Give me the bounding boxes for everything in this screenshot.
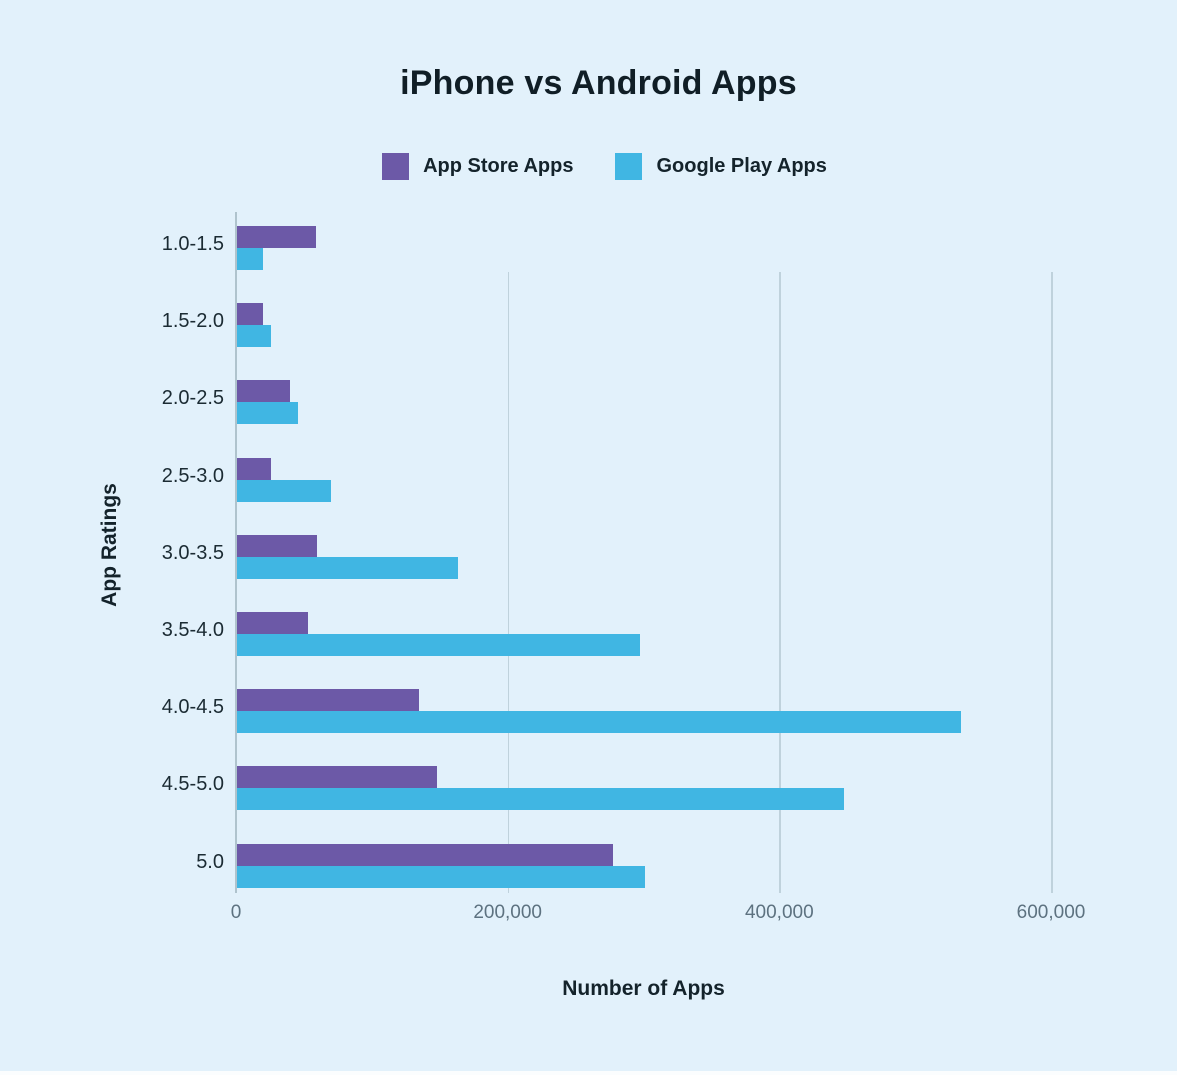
x-tick-label-600,000: 600,000 <box>1016 902 1086 923</box>
y-tick-label-4.0-4.5: 4.0-4.5 <box>161 696 224 719</box>
y-tick-label-5.0: 5.0 <box>196 850 224 873</box>
gridline-600,000 <box>1051 272 1053 893</box>
bar-app-store-3.5-4.0 <box>237 612 308 634</box>
bar-app-store-2.0-2.5 <box>237 380 290 403</box>
bar-app-store-4.5-5.0 <box>237 766 437 789</box>
x-axis-title: Number of Apps <box>562 977 725 1000</box>
legend: App Store Apps Google Play Apps <box>0 153 1177 180</box>
y-tick-label-3.0-3.5: 3.0-3.5 <box>161 541 224 564</box>
legend-item-app-store: App Store Apps <box>382 153 573 180</box>
legend-item-google-play: Google Play Apps <box>615 153 827 180</box>
gridline-200,000 <box>507 272 510 893</box>
y-tick-label-1.5-2.0: 1.5-2.0 <box>161 310 224 333</box>
bar-google-play-3.0-3.5 <box>237 556 459 579</box>
y-tick-label-3.5-4.0: 3.5-4.0 <box>161 619 224 641</box>
bar-google-play-4.5-5.0 <box>237 788 845 811</box>
bar-google-play-3.5-4.0 <box>237 634 641 656</box>
legend-label-google-play: Google Play Apps <box>656 155 827 177</box>
app-store-swatch-icon <box>382 153 410 180</box>
bar-app-store-1.0-1.5 <box>237 226 316 248</box>
bar-google-play-1.5-2.0 <box>237 325 271 348</box>
bar-google-play-5.0 <box>237 865 645 888</box>
bar-google-play-4.0-4.5 <box>237 711 961 734</box>
y-tick-label-1.0-1.5: 1.0-1.5 <box>161 233 224 255</box>
gridline-400,000 <box>779 272 781 893</box>
chart-title: iPhone vs Android Apps <box>400 64 797 102</box>
bottom-edge-strip <box>0 1071 1177 1075</box>
y-axis-line <box>235 212 237 893</box>
bar-google-play-2.5-3.0 <box>237 479 331 502</box>
plot-area <box>235 212 1102 893</box>
x-tick-label-400,000: 400,000 <box>744 902 814 923</box>
x-tick-labels: 0 200,000 400,000 600,000 <box>231 902 1102 930</box>
bar-app-store-4.0-4.5 <box>237 689 420 712</box>
legend-label-app-store: App Store Apps <box>423 155 574 177</box>
bar-google-play-2.0-2.5 <box>237 402 299 425</box>
y-tick-label-2.5-3.0: 2.5-3.0 <box>161 464 224 487</box>
x-tick-label-200,000: 200,000 <box>473 902 542 923</box>
bar-app-store-3.0-3.5 <box>237 534 318 557</box>
y-tick-labels: 1.0-1.5 1.5-2.0 2.0-2.5 2.5-3.0 3.0-3.5 3.5-4… <box>0 212 224 893</box>
bar-app-store-1.5-2.0 <box>237 303 263 326</box>
bar-google-play-1.0-1.5 <box>237 248 263 270</box>
google-play-swatch-icon <box>615 153 643 180</box>
x-tick-label-0: 0 <box>230 902 242 923</box>
bar-app-store-5.0 <box>237 843 614 866</box>
bar-app-store-2.5-3.0 <box>237 457 271 480</box>
y-tick-label-4.5-5.0: 4.5-5.0 <box>161 773 224 796</box>
y-tick-label-2.0-2.5: 2.0-2.5 <box>161 387 224 410</box>
